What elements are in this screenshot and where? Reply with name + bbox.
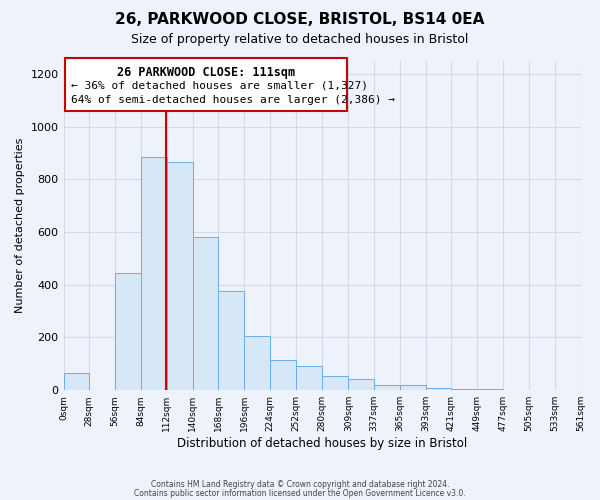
Bar [193, 238, 218, 390]
Bar [451, 389, 477, 390]
Bar [425, 388, 451, 390]
Text: 26, PARKWOOD CLOSE, BRISTOL, BS14 0EA: 26, PARKWOOD CLOSE, BRISTOL, BS14 0EA [115, 12, 485, 28]
Bar [400, 386, 425, 390]
Bar [348, 379, 374, 390]
Text: Contains HM Land Registry data © Crown copyright and database right 2024.: Contains HM Land Registry data © Crown c… [151, 480, 449, 489]
X-axis label: Distribution of detached houses by size in Bristol: Distribution of detached houses by size … [177, 437, 467, 450]
Text: Contains public sector information licensed under the Open Government Licence v3: Contains public sector information licen… [134, 488, 466, 498]
Bar [296, 366, 322, 390]
FancyBboxPatch shape [65, 58, 347, 110]
Y-axis label: Number of detached properties: Number of detached properties [15, 138, 25, 313]
Bar [141, 157, 167, 390]
Bar [244, 336, 270, 390]
Bar [218, 292, 244, 390]
Bar [64, 373, 89, 390]
Bar [115, 273, 141, 390]
Text: ← 36% of detached houses are smaller (1,327): ← 36% of detached houses are smaller (1,… [71, 80, 368, 90]
Bar [322, 376, 348, 390]
Bar [270, 360, 296, 390]
Text: Size of property relative to detached houses in Bristol: Size of property relative to detached ho… [131, 32, 469, 46]
Bar [374, 385, 400, 390]
Bar [167, 162, 193, 390]
Text: 26 PARKWOOD CLOSE: 111sqm: 26 PARKWOOD CLOSE: 111sqm [118, 66, 295, 80]
Text: 64% of semi-detached houses are larger (2,386) →: 64% of semi-detached houses are larger (… [71, 96, 395, 106]
